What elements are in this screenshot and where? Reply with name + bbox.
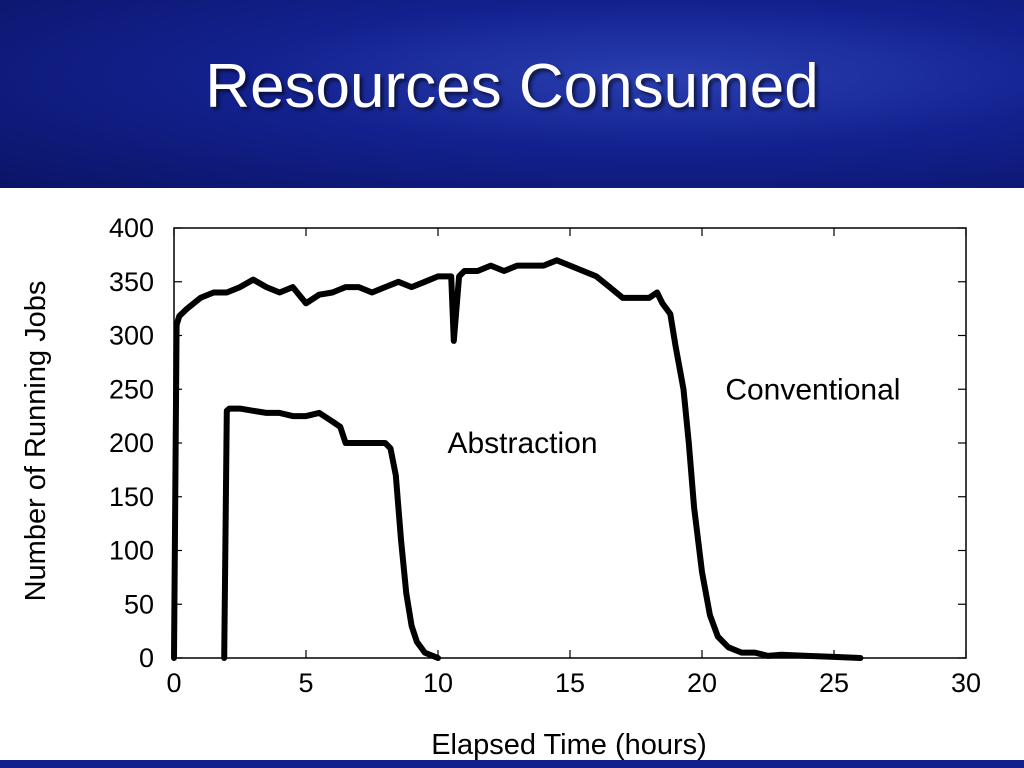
x-tick-label: 30 [951,668,981,698]
y-tick-label: 400 [109,213,154,243]
y-tick-label: 150 [109,482,154,512]
slide-header [0,0,1024,188]
x-tick-label: 20 [687,668,717,698]
y-axis-label: Number of Running Jobs [20,281,52,602]
x-tick-label: 5 [298,668,313,698]
series-annotation: Conventional [725,373,900,406]
y-tick-label: 0 [139,643,154,673]
series-annotation: Abstraction [447,427,597,460]
series-line-1 [221,405,441,661]
y-tick-label: 300 [109,321,154,351]
slide-title: Resources Consumed [205,52,819,121]
x-tick-label: 25 [819,668,849,698]
y-tick-label: 100 [109,536,154,566]
slide-footer [0,760,1024,768]
y-tick-label: 50 [124,589,154,619]
y-tick-label: 250 [109,374,154,404]
x-axis-label: Elapsed Time (hours) [431,729,707,760]
x-tick-label: 10 [423,668,453,698]
y-tick-label: 200 [109,428,154,458]
y-tick-label: 350 [109,267,154,297]
x-tick-label: 15 [555,668,585,698]
series-line-0 [171,257,864,661]
x-tick-label: 0 [166,668,181,698]
